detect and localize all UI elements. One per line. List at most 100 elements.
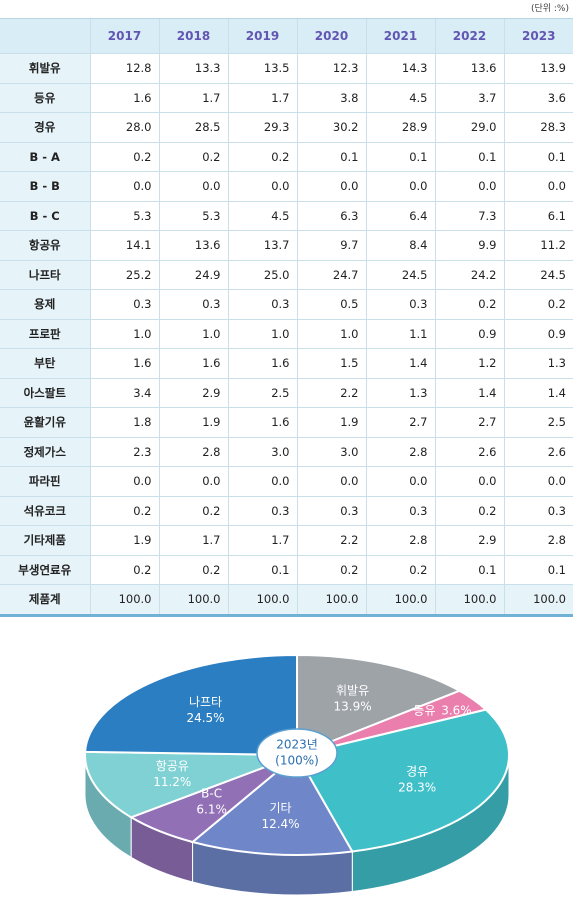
header-row: 2017 2018 2019 2020 2021 2022 2023 <box>0 18 573 54</box>
value-cell: 0.1 <box>296 142 366 172</box>
value-cell: 0.9 <box>503 319 573 349</box>
row-header: 프로판 <box>0 319 90 349</box>
header-cell <box>0 18 90 54</box>
value-cell: 0.0 <box>365 171 435 202</box>
value-cell: 0.0 <box>434 466 504 497</box>
slice-label: 기타 <box>269 801 291 815</box>
value-cell: 2.9 <box>158 378 228 408</box>
slice-label: 등유 <box>413 703 435 717</box>
slice-label: 휘발유 <box>336 683 369 697</box>
row-header: 나프타 <box>0 260 90 290</box>
value-cell: 2.9 <box>434 525 504 556</box>
value-cell: 0.2 <box>227 142 297 172</box>
slice-value-label: 12.4% <box>261 817 299 831</box>
value-cell: 1.6 <box>227 348 297 379</box>
value-cell: 7.3 <box>434 201 504 231</box>
table-row: 석유코크 0.2 0.2 0.3 0.3 0.3 0.2 0.3 <box>0 496 573 526</box>
value-cell: 100.0 <box>503 584 573 617</box>
row-header: B - C <box>0 201 90 231</box>
table-row: 부탄 1.6 1.6 1.6 1.5 1.4 1.2 1.3 <box>0 348 573 379</box>
value-cell: 4.5 <box>227 201 297 231</box>
table-row: B - A 0.2 0.2 0.2 0.1 0.1 0.1 0.1 <box>0 142 573 172</box>
table-row: 기타제품 1.9 1.7 1.7 2.2 2.8 2.9 2.8 <box>0 525 573 556</box>
value-cell: 24.5 <box>365 260 435 290</box>
value-cell: 100.0 <box>89 584 159 617</box>
value-cell: 5.3 <box>158 201 228 231</box>
value-cell: 29.0 <box>434 112 504 143</box>
table-row: 경유 28.0 28.5 29.3 30.2 28.9 29.0 28.3 <box>0 112 573 143</box>
row-header: 경유 <box>0 112 90 143</box>
value-cell: 1.7 <box>158 525 228 556</box>
value-cell: 1.0 <box>227 319 297 349</box>
value-cell: 100.0 <box>434 584 504 617</box>
value-cell: 0.1 <box>503 142 573 172</box>
slice-label: 항공유 <box>156 759 189 773</box>
value-cell: 1.7 <box>227 525 297 556</box>
value-cell: 12.3 <box>296 53 366 84</box>
value-cell: 1.4 <box>365 348 435 379</box>
value-cell: 2.7 <box>434 407 504 438</box>
value-cell: 9.7 <box>296 230 366 261</box>
value-cell: 24.9 <box>158 260 228 290</box>
value-cell: 1.8 <box>89 407 159 438</box>
value-cell: 29.3 <box>227 112 297 143</box>
value-cell: 1.9 <box>158 407 228 438</box>
value-cell: 100.0 <box>296 584 366 617</box>
value-cell: 1.6 <box>89 348 159 379</box>
value-cell: 0.2 <box>89 496 159 526</box>
row-header: 아스팔트 <box>0 378 90 408</box>
value-cell: 28.0 <box>89 112 159 143</box>
value-cell: 5.3 <box>89 201 159 231</box>
value-cell: 28.5 <box>158 112 228 143</box>
row-header: 파라핀 <box>0 466 90 497</box>
value-cell: 0.1 <box>227 555 297 585</box>
header-cell: 2022 <box>434 18 504 54</box>
value-cell: 13.9 <box>503 53 573 84</box>
row-header: 석유코크 <box>0 496 90 526</box>
value-cell: 2.7 <box>365 407 435 438</box>
value-cell: 0.0 <box>365 466 435 497</box>
value-cell: 0.3 <box>365 289 435 320</box>
table-row: 파라핀 0.0 0.0 0.0 0.0 0.0 0.0 0.0 <box>0 466 573 497</box>
value-cell: 0.3 <box>365 496 435 526</box>
center-label: (100%) <box>275 754 319 768</box>
value-cell: 13.5 <box>227 53 297 84</box>
value-cell: 2.3 <box>89 437 159 467</box>
value-cell: 3.8 <box>296 83 366 113</box>
value-cell: 0.1 <box>503 555 573 585</box>
value-cell: 14.3 <box>365 53 435 84</box>
slice-value-label: 6.1% <box>196 803 227 817</box>
value-cell: 0.2 <box>503 289 573 320</box>
value-cell: 1.0 <box>89 319 159 349</box>
value-cell: 0.3 <box>89 289 159 320</box>
row-header: 휘발유 <box>0 53 90 84</box>
slice-label: B-C <box>201 787 222 801</box>
value-cell: 30.2 <box>296 112 366 143</box>
value-cell: 0.0 <box>434 171 504 202</box>
value-cell: 3.7 <box>434 83 504 113</box>
value-cell: 4.5 <box>365 83 435 113</box>
value-cell: 13.7 <box>227 230 297 261</box>
value-cell: 1.6 <box>227 407 297 438</box>
value-cell: 2.2 <box>296 525 366 556</box>
value-cell: 0.5 <box>296 289 366 320</box>
value-cell: 2.2 <box>296 378 366 408</box>
row-header: 윤활기유 <box>0 407 90 438</box>
value-cell: 0.1 <box>434 555 504 585</box>
value-cell: 1.5 <box>296 348 366 379</box>
value-cell: 0.0 <box>503 171 573 202</box>
value-cell: 0.0 <box>296 466 366 497</box>
value-cell: 100.0 <box>227 584 297 617</box>
value-cell: 1.9 <box>89 525 159 556</box>
value-cell: 1.3 <box>365 378 435 408</box>
header-cell: 2019 <box>227 18 297 54</box>
value-cell: 1.4 <box>503 378 573 408</box>
slice-value-label: 3.6% <box>441 703 472 717</box>
value-cell: 100.0 <box>158 584 228 617</box>
center-label: 2023년 <box>276 738 318 752</box>
value-cell: 0.2 <box>434 496 504 526</box>
value-cell: 1.0 <box>296 319 366 349</box>
value-cell: 28.3 <box>503 112 573 143</box>
value-cell: 1.2 <box>434 348 504 379</box>
